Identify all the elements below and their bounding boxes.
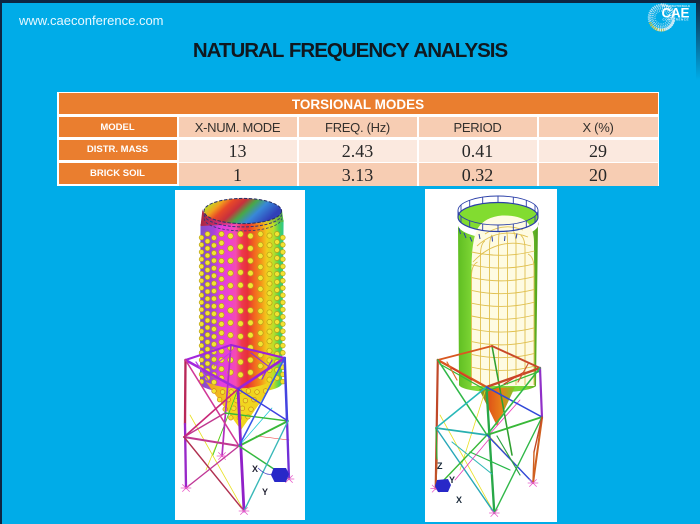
svg-text:CAE: CAE	[662, 5, 690, 20]
svg-text:INTERNATIONALE: INTERNATIONALE	[662, 4, 690, 8]
svg-text:Y: Y	[262, 487, 268, 497]
svg-text:Y: Y	[449, 475, 455, 485]
svg-text:X: X	[456, 495, 462, 505]
svg-text:X: X	[252, 464, 258, 474]
svg-text:CONFERENCE: CONFERENCE	[663, 18, 690, 22]
svg-text:Z: Z	[437, 461, 443, 471]
